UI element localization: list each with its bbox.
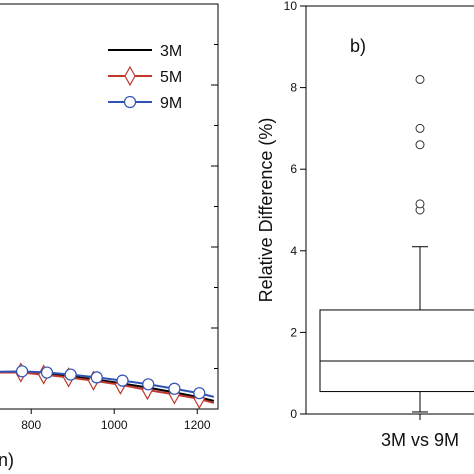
panel-b-y-tick-label: 8 (290, 81, 297, 95)
panel-a-point-9M (40, 366, 54, 379)
panel-a-x-axis: 800 1000 1200 (21, 409, 211, 432)
panel-a-point-9M (193, 387, 206, 400)
panel-a-legend: 3M 5M 9M (108, 43, 182, 112)
panel-a-point-9M (90, 371, 103, 384)
panel-b-outlier (415, 199, 425, 209)
panel-a-x-tick-label: 1000 (101, 418, 128, 432)
panel-a-point-9M (15, 365, 29, 378)
panel-b-x-axis: 3M vs 9M (381, 414, 459, 450)
panel-a-series-group (0, 362, 215, 410)
panel-a-legend-marker-5M (124, 65, 136, 87)
panel-a-x-tick-label: 1200 (184, 418, 211, 432)
panel-a-legend-marker-9M (123, 95, 137, 109)
panel-a-right-axis-ticks (211, 3, 218, 410)
panel-b-y-axis-title: Relative Difference (%) (256, 118, 276, 303)
panel-b-outlier (415, 140, 425, 150)
panel-a-point-9M (64, 368, 77, 381)
panel-a-series-line-5M (0, 371, 215, 404)
panel-a-point-9M (142, 378, 155, 391)
panel-b-outlier (415, 123, 425, 133)
panel-b-category-label: 3M vs 9M (381, 430, 459, 450)
panel-b-y-tick-label: 10 (284, 0, 298, 13)
panel-b-outlier (415, 74, 425, 84)
panel-a-point-9M (116, 374, 129, 387)
panel-b-y-tick-label: 2 (290, 325, 297, 339)
panel-b-box (319, 309, 474, 393)
panel-b-y-tick-label: 0 (290, 407, 297, 421)
panel-b-box-plot: 0 2 4 6 8 10 b) Relative Difference (%) 3M vs… (256, 0, 474, 450)
panel-b-plot-frame (305, 5, 474, 415)
panel-a-legend-label-9M: 9M (160, 95, 182, 112)
panel-a-line-chart: 800 1000 1200 3M 5M 9M n) (0, 3, 219, 470)
panel-a-x-tick-label: 800 (21, 418, 41, 432)
panel-a-point-9M (168, 382, 181, 395)
panel-b-y-tick-label: 4 (290, 244, 297, 258)
panel-a-legend-label-3M: 3M (160, 43, 182, 60)
panel-a-x-axis-title: n) (0, 450, 14, 470)
panel-b-box-group (319, 74, 474, 413)
panel-b-tag: b) (350, 36, 366, 56)
panel-a-plot-frame (0, 3, 219, 410)
panel-a-legend-label-5M: 5M (160, 69, 182, 86)
panel-b-y-axis: 0 2 4 6 8 10 (284, 0, 306, 421)
panel-a-series-line-9M (0, 370, 215, 398)
panel-b-y-tick-label: 6 (290, 162, 297, 176)
